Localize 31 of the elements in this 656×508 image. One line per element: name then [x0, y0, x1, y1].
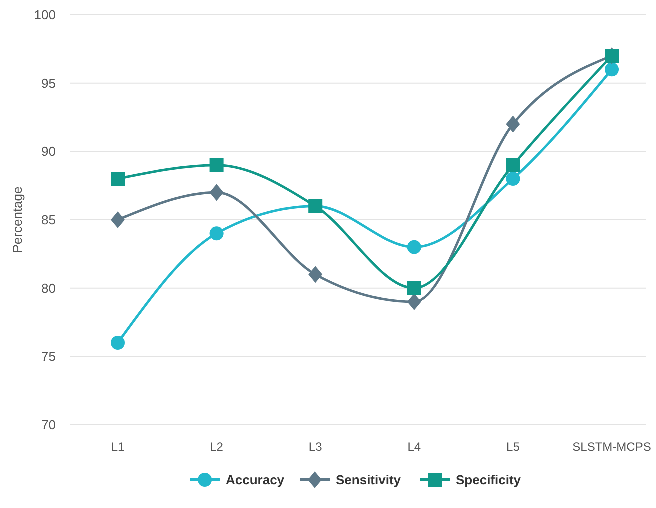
point [210, 226, 224, 241]
point [210, 158, 224, 172]
y-tick-label: 95 [42, 76, 56, 91]
point [506, 172, 520, 186]
point [308, 266, 323, 284]
point [506, 116, 520, 133]
legend-label: Sensitivity [336, 472, 402, 488]
point [210, 184, 224, 202]
x-tick-label: L3 [308, 440, 323, 454]
point [407, 281, 422, 296]
y-tick-label: 70 [42, 418, 56, 433]
legend-label: Accuracy [226, 472, 286, 488]
x-tick-label: SLSTM-MCPS [572, 440, 652, 454]
x-tick-label: L4 [408, 440, 422, 454]
y-tick-label: 85 [42, 212, 56, 228]
y-tick-label: 80 [42, 280, 56, 296]
point [407, 294, 422, 310]
y-tick-label: 90 [42, 144, 56, 160]
y-tick-label: 100 [34, 8, 56, 23]
legend-label: Specificity [456, 472, 522, 488]
point [111, 212, 125, 228]
x-tick-label: L2 [210, 440, 224, 454]
y-tick-label: 75 [42, 349, 56, 364]
point [111, 172, 125, 186]
point [605, 62, 619, 77]
point [111, 336, 125, 350]
x-tick-label: L1 [111, 440, 125, 454]
x-tick-label: L5 [506, 440, 520, 454]
point [506, 158, 520, 172]
point [407, 240, 422, 254]
y-axis-title: Percentage [10, 186, 25, 254]
